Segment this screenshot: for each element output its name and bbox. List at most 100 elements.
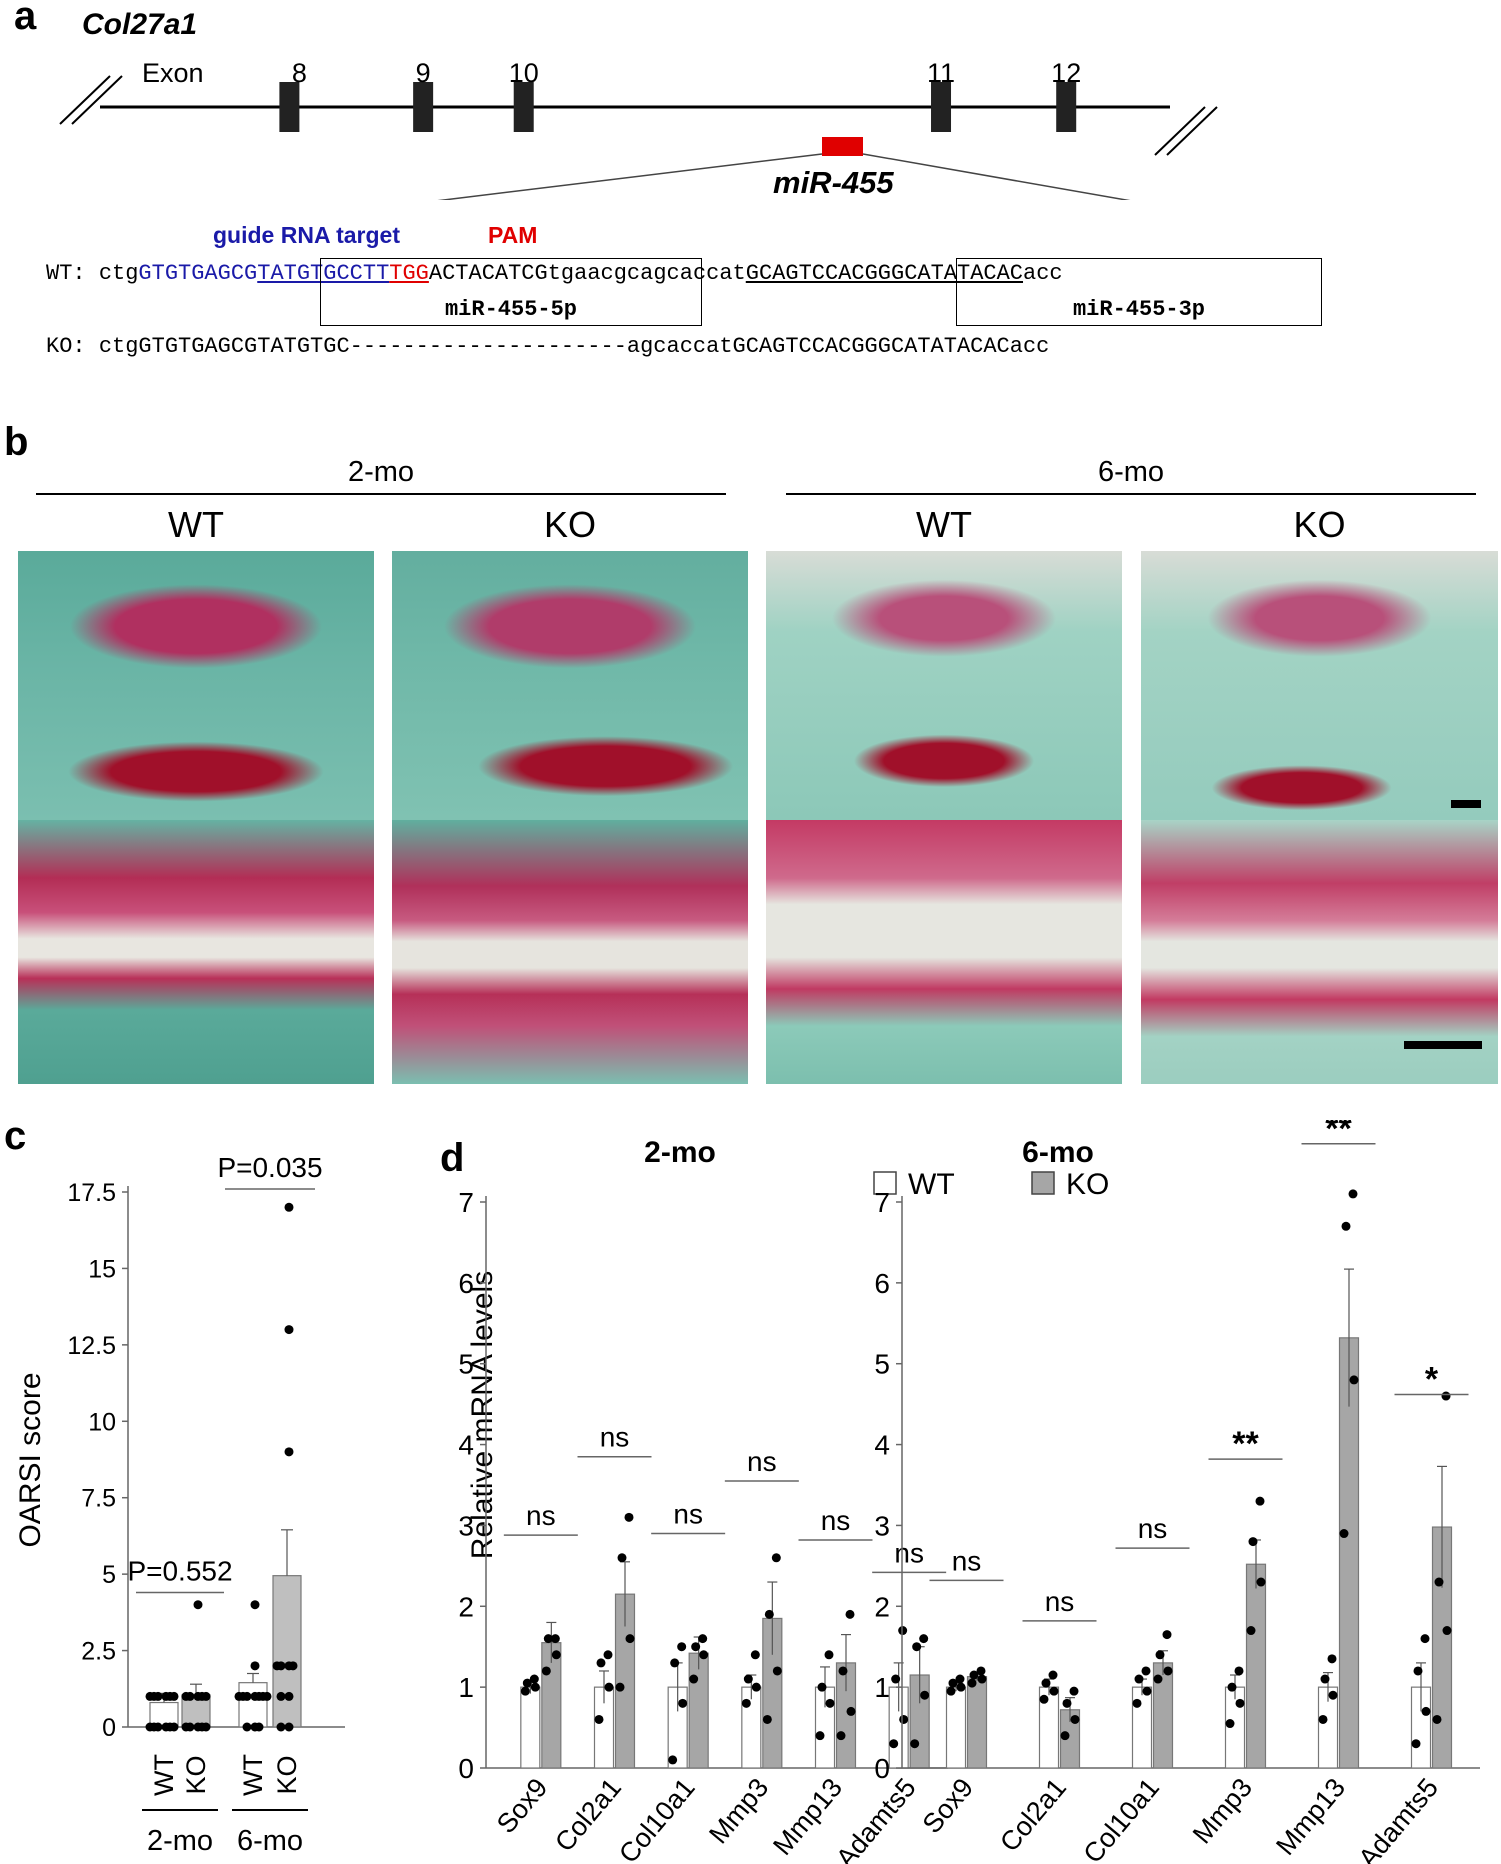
d-point [1348, 1189, 1358, 1199]
c-ytick: 17.5 [67, 1179, 116, 1207]
d-point [551, 1650, 561, 1660]
exon-10-box [513, 82, 534, 132]
d-point [699, 1650, 709, 1660]
histology-ko-2mo-high [392, 820, 748, 1084]
d-significance: ** [1325, 1120, 1352, 1148]
d-point [1349, 1375, 1359, 1385]
legend-swatch-wt [873, 1171, 897, 1195]
d-point [596, 1658, 606, 1668]
exon-9-box [413, 82, 434, 132]
d-bar-ko [1245, 1563, 1267, 1769]
d-point [1041, 1678, 1051, 1688]
group-line-2mo [36, 493, 726, 495]
d-bar-wt [945, 1686, 967, 1769]
c-point [262, 1691, 272, 1701]
panel-label-d: d [440, 1136, 465, 1180]
c-ytick: 12.5 [67, 1332, 116, 1360]
histology-ko-6mo-low [1141, 551, 1498, 820]
d-point [976, 1666, 986, 1676]
column-label-ko-6mo: KO [1293, 504, 1346, 545]
d-point [1062, 1698, 1072, 1708]
c-ytick: 7.5 [81, 1485, 116, 1513]
d-point [955, 1674, 965, 1684]
wt-segment-under: GCAGTCCACGGGCATATACAC [745, 261, 1024, 286]
d-ytick: 3 [874, 1510, 890, 1541]
d-point [1141, 1666, 1151, 1676]
c-point [169, 1691, 179, 1701]
ko-prefix: KO: [46, 334, 99, 359]
c-point [250, 1661, 260, 1671]
exon-12-box [1056, 82, 1077, 132]
c-xtick: WT [238, 1754, 268, 1796]
d-point [1142, 1686, 1152, 1696]
wt-segment-pam: TGG [389, 261, 429, 286]
d-point [1070, 1714, 1080, 1724]
d-point [948, 1678, 958, 1688]
c-group-label: 6-mo [237, 1825, 303, 1857]
mir-5p-box [320, 258, 702, 326]
c-point [254, 1722, 264, 1732]
d-point [1255, 1496, 1265, 1506]
d-xtick: Sox9 [491, 1773, 554, 1839]
d-point [1256, 1577, 1266, 1587]
d-point [1163, 1666, 1173, 1676]
wt-sequence-row: WT: ctgGTGTGAGCGTATGTGCCTTTGGACTACATCGtg… [46, 261, 1063, 286]
d-point [603, 1650, 613, 1660]
c-ytick: 2.5 [81, 1638, 116, 1666]
d-ytick: 2 [458, 1591, 474, 1622]
d-point [1048, 1670, 1058, 1680]
mirna-locus-box [822, 137, 863, 156]
panel-label-b: b [4, 420, 29, 464]
legend-label-ko: KO [1066, 1168, 1109, 1201]
d-significance: * [1425, 1360, 1439, 1398]
d-point [910, 1739, 920, 1749]
d-point [1153, 1674, 1163, 1684]
wt-segment-plain: ACTACATCG [428, 261, 548, 286]
d-title: 6-mo [1022, 1136, 1094, 1169]
histology-wt-6mo-high [766, 820, 1122, 1084]
wt-sequence: ctgGTGTGAGCGTATGTGCCTTTGGACTACATCGtgaacg… [99, 261, 1063, 286]
c-group-label: 2-mo [147, 1825, 213, 1857]
d-title: 2-mo [644, 1136, 716, 1169]
d-point [1328, 1690, 1338, 1700]
wt-prefix: WT: [46, 261, 99, 286]
d-ytick: 4 [874, 1430, 890, 1461]
c-point [250, 1600, 260, 1610]
mirna-locus-label: miR-455 [773, 165, 894, 200]
d-bar-ko [688, 1652, 709, 1769]
d-point [815, 1731, 825, 1741]
d-point [891, 1674, 901, 1684]
d-point [691, 1642, 701, 1652]
d-point [670, 1658, 680, 1668]
d-significance: ns [747, 1446, 777, 1477]
d-point [617, 1553, 627, 1563]
histology-wt-6mo-low [766, 551, 1122, 820]
d-ytick: 5 [874, 1349, 890, 1380]
d-point [751, 1682, 761, 1692]
d-point [817, 1682, 827, 1692]
d-point [1235, 1698, 1245, 1708]
d-point [771, 1553, 781, 1563]
d-ytick: 2 [874, 1591, 890, 1622]
d-significance: ns [894, 1537, 924, 1568]
d-point [677, 1642, 687, 1652]
d-xtick: Col2a1 [549, 1773, 627, 1858]
ko-sequence: ctgGTGTGAGCGTATGTGC---------------------… [98, 334, 1050, 359]
c-point [276, 1691, 286, 1701]
d-point [889, 1739, 899, 1749]
d-point [1339, 1529, 1349, 1539]
d-point [520, 1686, 530, 1696]
d-point [1069, 1686, 1079, 1696]
gene-name: Col27a1 [82, 8, 198, 41]
d-point [920, 1690, 930, 1700]
d-point [838, 1666, 848, 1676]
mir-3p-box [956, 258, 1322, 326]
c-bar [238, 1682, 268, 1728]
d-significance: ns [821, 1505, 851, 1536]
d-point [1246, 1626, 1256, 1636]
d-point [750, 1650, 760, 1660]
c-point [193, 1600, 203, 1610]
d-point [522, 1678, 532, 1688]
d-point [529, 1674, 539, 1684]
